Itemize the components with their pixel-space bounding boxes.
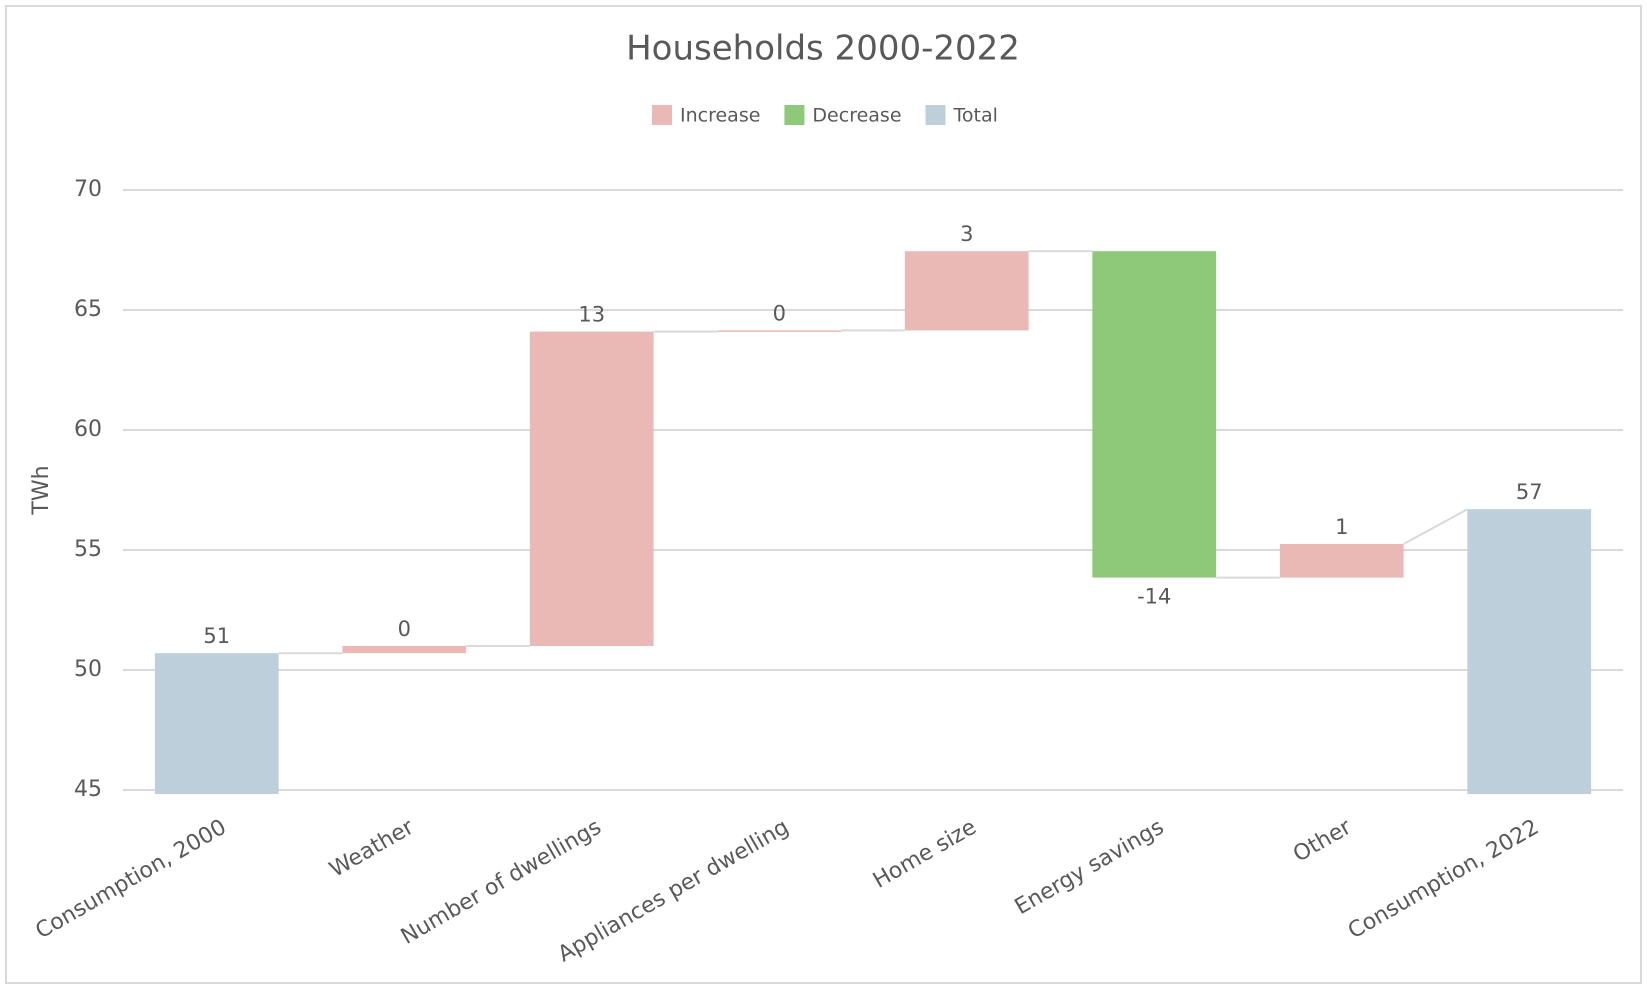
connector	[1403, 508, 1468, 545]
data-label: 51	[203, 624, 230, 648]
y-tick-label: 45	[74, 777, 102, 802]
legend-swatch	[652, 105, 672, 125]
data-label: 0	[398, 617, 411, 641]
y-tick-label: 60	[74, 417, 102, 442]
legend-label: Decrease	[812, 105, 901, 127]
y-tick-label: 50	[74, 657, 102, 682]
bar	[342, 646, 467, 654]
legend-swatch	[925, 105, 946, 125]
data-label: 57	[1516, 480, 1543, 504]
bar	[1092, 251, 1217, 578]
bar	[1279, 544, 1404, 578]
legend-swatch	[784, 105, 805, 125]
bar	[529, 331, 654, 646]
legend-label: Total	[953, 105, 998, 127]
legend-label: Increase	[680, 105, 760, 127]
bar	[154, 653, 279, 794]
data-label: 0	[773, 301, 786, 325]
y-tick-label: 55	[74, 537, 102, 562]
bar	[1467, 509, 1592, 794]
data-label: 1	[1335, 515, 1348, 539]
bar	[904, 251, 1029, 331]
data-label: -14	[1137, 585, 1171, 609]
y-tick-label: 65	[74, 297, 102, 322]
y-tick-label: 70	[74, 177, 102, 202]
data-label: 13	[578, 303, 605, 327]
chart-title: Households 2000-2022	[626, 29, 1020, 69]
y-axis-label: TWh	[29, 465, 54, 515]
bar	[717, 330, 842, 332]
data-label: 3	[960, 222, 973, 246]
legend: Increase Decrease Total	[652, 105, 998, 127]
chart-border	[5, 5, 1642, 984]
